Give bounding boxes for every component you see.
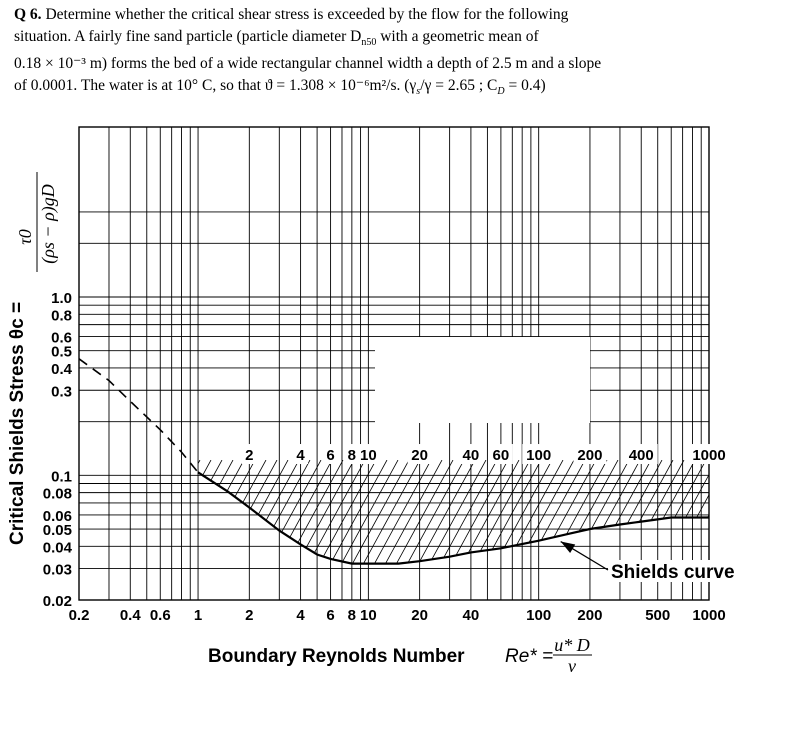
inner-tick-background (688, 444, 730, 465)
inner-tick-background (488, 444, 513, 465)
hatch-line (326, 460, 388, 564)
y-tick-label: 0.3 (51, 383, 72, 400)
x-tick-label: 1000 (692, 607, 725, 624)
y-tick-label: 0.4 (51, 361, 73, 378)
question-line-1: Q 6. Determine whether the critical shea… (14, 6, 569, 23)
shields-curve-line (197, 471, 709, 565)
x-tick-label: 0.4 (120, 607, 142, 624)
shields-curve-label: Shields curve (611, 562, 735, 583)
question-line-2: situation. A fairly fine sand particle (… (14, 27, 539, 48)
inner-tick-background (293, 444, 309, 465)
hatch-line (337, 460, 399, 564)
inner-tick-background (624, 444, 658, 465)
hatch-line (348, 460, 410, 564)
x-tick-labels: 0.2 0.4 0.6 1 2 4 6 8 10 20 40 100 200 500 1000 (69, 607, 726, 624)
hatch-line (359, 460, 421, 564)
annotation-arrow-head (560, 541, 576, 554)
x-axis-title: Boundary Reynolds Number (208, 646, 465, 667)
inner-tick-background (323, 444, 339, 465)
shields-curve-extension (78, 358, 199, 473)
x-tick-label: 100 (526, 607, 551, 624)
series-group (78, 358, 709, 565)
y-tick-label: 0.03 (43, 562, 72, 579)
plot-frame (78, 126, 710, 601)
y-axis-label: Critical Shields Stress θc = (7, 302, 28, 545)
inner-tick-label: 6 (326, 447, 334, 464)
x-tick-label: 1 (194, 607, 202, 624)
inner-tick-background (241, 444, 257, 465)
x-tick-label: 2 (245, 607, 253, 624)
x-tick-label: 0.2 (69, 607, 90, 624)
inner-tick-label: 40 (463, 447, 480, 464)
inner-tick-label: 1000 (692, 447, 725, 464)
hatch-line (414, 460, 476, 564)
question-line-3: 0.18 × 10⁻³ m) forms the bed of a wide r… (14, 55, 602, 73)
y-tick-label: 0.08 (43, 486, 72, 503)
inner-tick-background (407, 444, 432, 465)
hatch-line (392, 460, 454, 564)
x-tick-label: 20 (411, 607, 428, 624)
inner-tick-label: 8 (348, 447, 356, 464)
x-tick-label: 200 (577, 607, 602, 624)
x-fraction-numerator: u* D (554, 635, 590, 655)
x-tick-label: 0.6 (150, 607, 171, 624)
x-tick-label: 500 (645, 607, 670, 624)
inner-tick-label: 100 (526, 447, 551, 464)
hatch-line (370, 460, 432, 564)
inner-tick-label: 400 (629, 447, 654, 464)
hatch-line (436, 460, 498, 564)
inner-tick-label: 2 (245, 447, 253, 464)
inner-tick-label: 20 (411, 447, 428, 464)
hatch-line (403, 460, 465, 564)
y-tick-label: 0.1 (51, 468, 72, 485)
question-text: Q 6. Determine whether the critical shea… (14, 4, 794, 102)
y-tick-label: 0.06 (43, 508, 72, 525)
question-line-4: of 0.0001. The water is at 10° C, so tha… (14, 76, 546, 97)
inner-tick-label: 4 (296, 447, 305, 464)
hatch-line (381, 460, 443, 564)
hatch-line (425, 460, 487, 564)
inner-tick-background (344, 444, 360, 465)
inner-tick-background (573, 444, 607, 465)
y-tick-label: 0.8 (51, 307, 72, 324)
hatch-line (304, 460, 366, 564)
inner-tick-label: 200 (577, 447, 602, 464)
y-fraction-numerator: τ0 (15, 229, 35, 244)
x-axis-symbol: Re* = (505, 646, 553, 667)
inner-tick-labels: 2 4 6 8 10 20 40 60 100 200 400 1000 (241, 444, 730, 465)
x-fraction-denominator: ν (568, 656, 576, 676)
annotation-background (608, 560, 748, 582)
inner-tick-label: 60 (493, 447, 510, 464)
y-tick-label: 1.0 (51, 290, 72, 307)
y-tick-labels: 0.02 0.03 0.040.050.06 0.080.1 0.3 0.40.50.6 0… (43, 290, 73, 610)
y-tick-label: 0.6 (51, 330, 72, 347)
x-tick-label: 4 (296, 607, 305, 624)
y-axis-title: Critical Shields Stress θc = (7, 302, 28, 545)
inner-tick-background (522, 444, 556, 465)
y-fraction-denominator: (ρs − ρ)gD (38, 184, 59, 263)
x-tick-label: 40 (463, 607, 480, 624)
blank-region (375, 337, 590, 423)
hatch-line (315, 460, 377, 564)
y-tick-label: 0.02 (43, 593, 72, 610)
inner-tick-label: 10 (360, 447, 377, 464)
y-tick-label: 0.05 (43, 522, 72, 539)
x-tick-label: 6 (326, 607, 334, 624)
y-tick-label: 0.5 (51, 344, 72, 361)
inner-tick-background (356, 444, 381, 465)
hatch-line (447, 460, 509, 564)
inner-tick-background (458, 444, 483, 465)
y-axis-fraction: τ0 (ρs − ρ)gD (15, 172, 59, 272)
x-tick-label: 10 (360, 607, 377, 624)
y-tick-label: 0.04 (43, 539, 73, 556)
x-tick-label: 8 (348, 607, 356, 624)
hatch-line (198, 460, 223, 564)
